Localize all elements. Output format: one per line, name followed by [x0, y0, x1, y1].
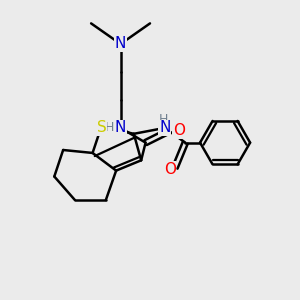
Text: N: N — [115, 37, 126, 52]
Text: H: H — [105, 121, 114, 134]
Text: O: O — [164, 162, 176, 177]
Text: N: N — [115, 120, 126, 135]
Text: N: N — [159, 120, 170, 135]
Text: O: O — [173, 123, 185, 138]
Text: H: H — [159, 113, 168, 126]
Text: S: S — [97, 120, 106, 135]
